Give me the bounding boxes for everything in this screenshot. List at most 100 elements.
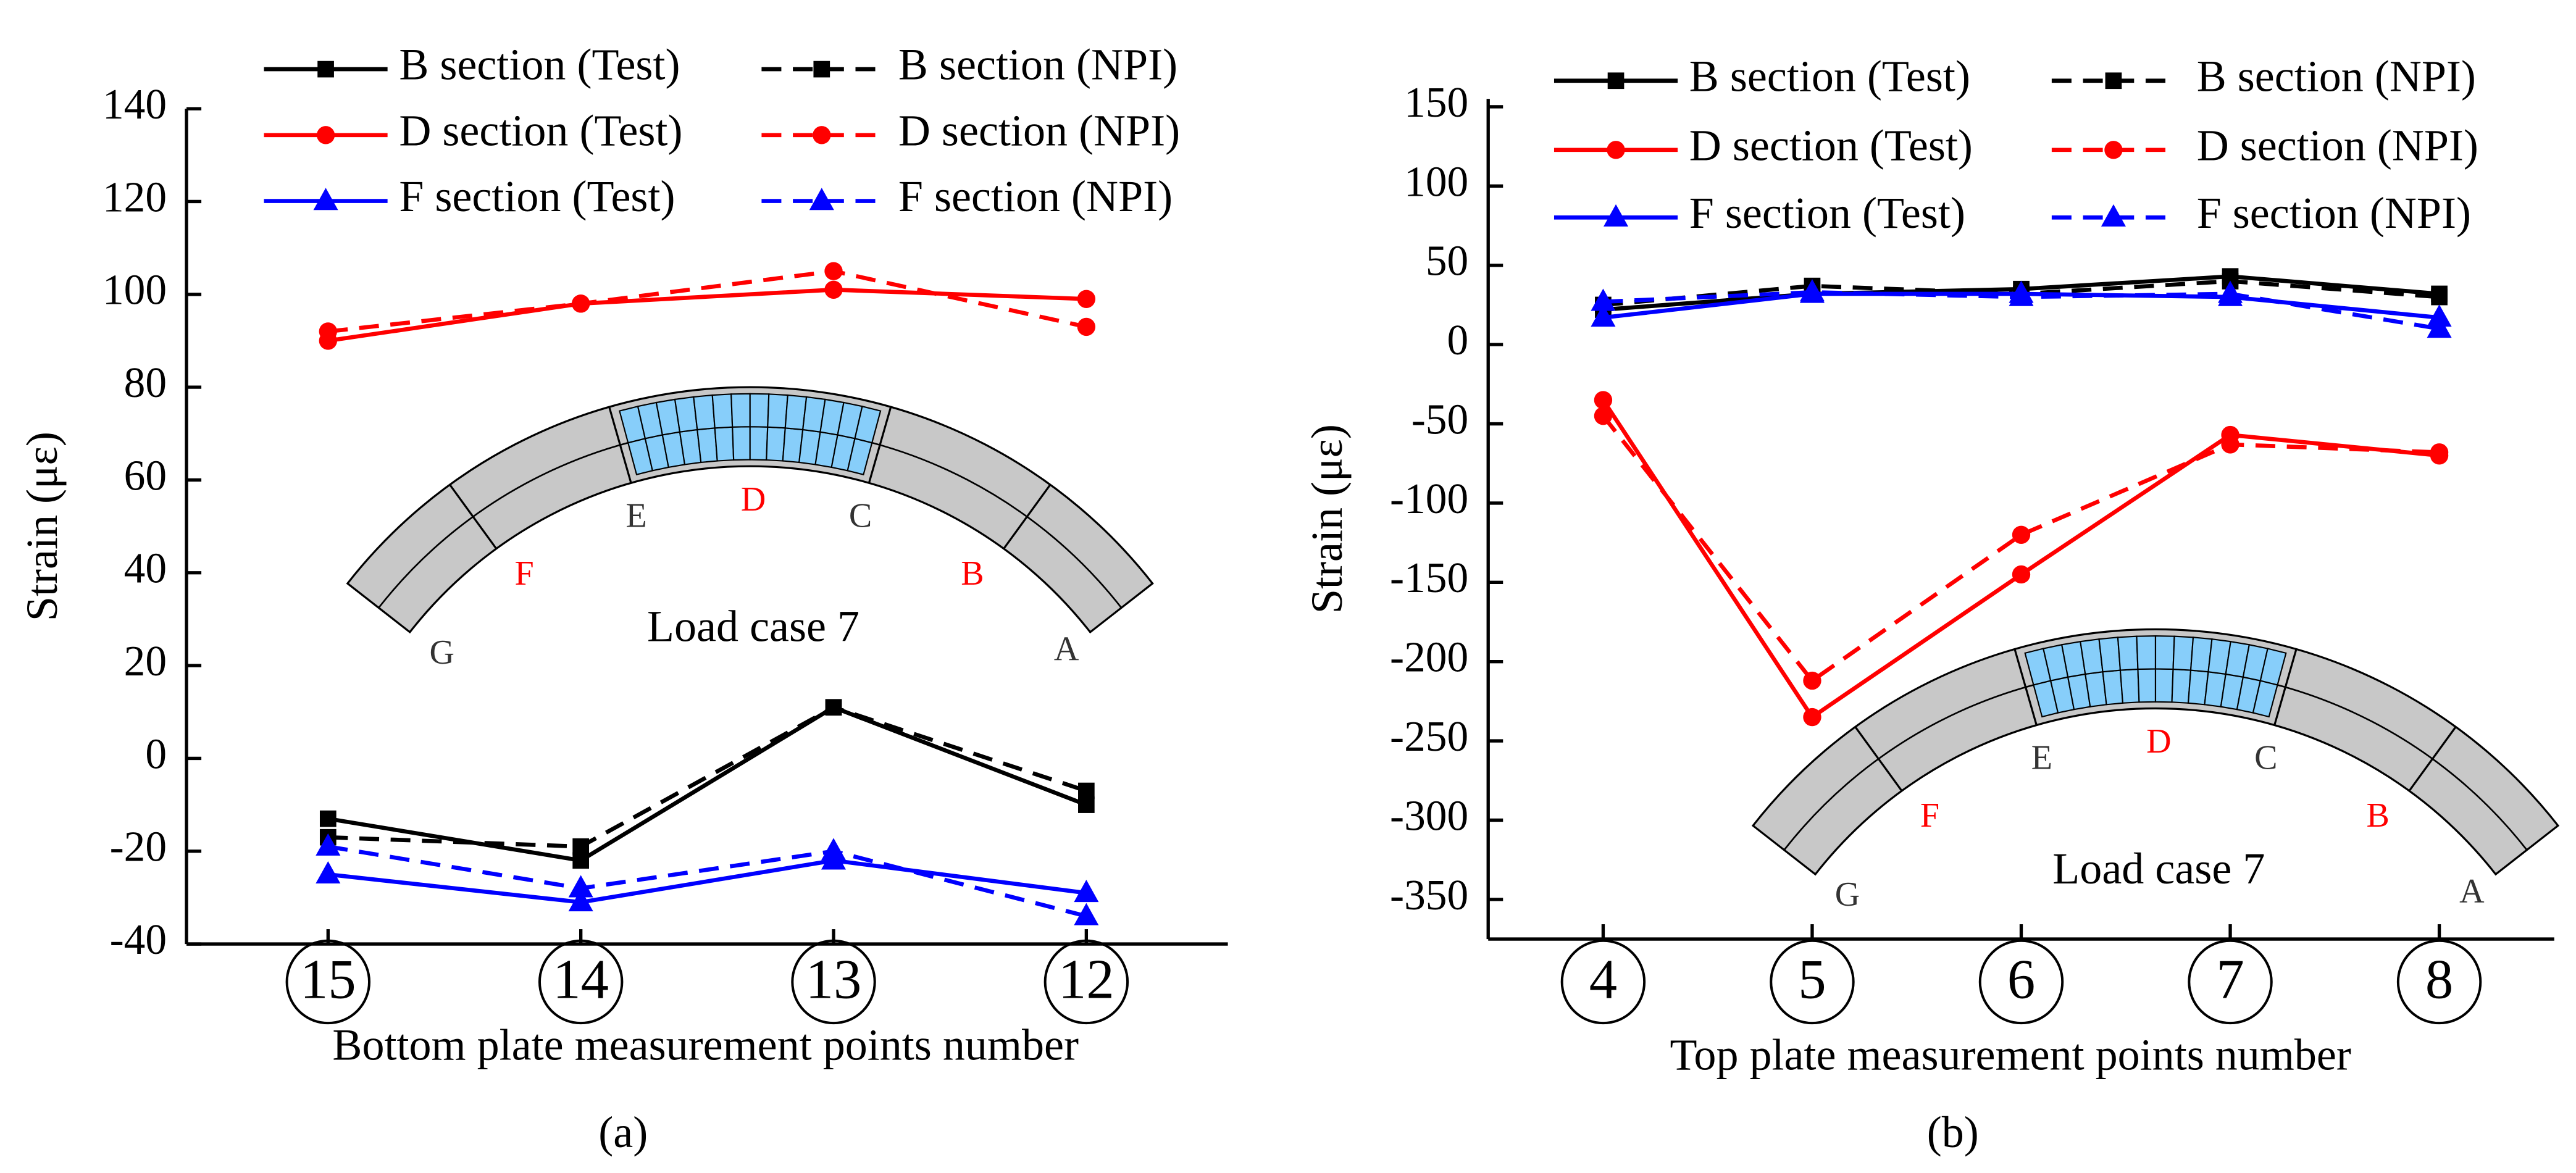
marker <box>2012 525 2031 544</box>
marker <box>316 126 335 144</box>
x-tick-circle <box>538 939 624 1025</box>
marker <box>2430 443 2449 462</box>
y-tick-label: 140 <box>102 81 167 128</box>
arch-block <box>766 426 786 462</box>
marker <box>813 126 831 144</box>
arch-block <box>2154 635 2175 670</box>
marker <box>1077 317 1096 336</box>
marker <box>1594 391 1613 409</box>
x-tick-circle <box>2396 939 2482 1025</box>
marker <box>2101 204 2126 227</box>
chart: G F E D C B A Load case 7 -350 -300 -250 -200 -150 -1… <box>1302 51 2560 1157</box>
x-tick-label: 5 <box>1798 948 1826 1011</box>
marker <box>2427 315 2452 338</box>
arch-divider <box>1003 484 1052 549</box>
marker <box>568 875 593 898</box>
inset-label: B <box>2367 796 2390 835</box>
subcaption: (a) <box>598 1108 648 1157</box>
marker <box>825 699 842 716</box>
marker <box>824 262 843 280</box>
marker <box>316 861 341 884</box>
marker <box>1078 796 1095 813</box>
arch-block <box>2137 668 2157 703</box>
arch-block <box>2117 635 2139 671</box>
arch-block <box>2102 669 2124 706</box>
inset-caption: Load case 7 <box>2052 844 2265 893</box>
marker <box>572 838 590 855</box>
inset-label: A <box>2459 872 2485 911</box>
legend-label: B section (NPI) <box>898 40 1177 90</box>
marker <box>2104 141 2123 159</box>
arch-block <box>693 394 716 431</box>
arch-block <box>2171 668 2192 704</box>
x-tick-label: 6 <box>2007 948 2035 1011</box>
x-tick-label: 4 <box>1589 948 1617 1011</box>
inset-label: C <box>2254 739 2277 777</box>
y-tick-label: -50 <box>1411 396 1468 443</box>
arch-block <box>2119 668 2140 704</box>
marker <box>1591 304 1616 327</box>
inset-label: C <box>849 496 872 535</box>
arch-block <box>767 393 788 429</box>
legend-label: B section (Test) <box>1689 51 1970 101</box>
y-tick-label: -20 <box>110 824 167 871</box>
y-tick-label: -300 <box>1390 792 1468 840</box>
arch <box>346 386 1154 634</box>
inset-label: G <box>429 633 454 672</box>
x-tick-circle <box>1978 939 2064 1025</box>
marker <box>1607 141 1625 159</box>
arch-divider <box>2014 648 2038 725</box>
arch-divider <box>608 406 632 483</box>
arch-divider <box>2408 726 2457 791</box>
series-line <box>327 269 1087 334</box>
x-tick-label: 13 <box>806 948 862 1011</box>
marker <box>813 61 830 78</box>
y-tick-label: 50 <box>1426 238 1468 285</box>
marker <box>568 889 593 912</box>
y-tick-label: -250 <box>1390 713 1468 761</box>
x-tick-circle <box>1043 939 1129 1025</box>
series-line <box>1601 414 2440 684</box>
marker <box>571 294 590 313</box>
marker <box>1604 204 1629 227</box>
arch-divider <box>1854 726 1903 791</box>
y-tick-label: 120 <box>102 173 167 221</box>
inset-label: F <box>1920 796 1939 835</box>
x-tick-circle <box>1770 939 1855 1025</box>
y-tick-label: 100 <box>102 267 167 314</box>
inset-label: E <box>2031 739 2052 777</box>
series-line <box>327 705 1087 863</box>
marker <box>1803 671 1821 690</box>
y-tick-label: -150 <box>1390 554 1468 602</box>
series-line <box>327 858 1087 904</box>
y-tick-label: 0 <box>1447 317 1469 364</box>
y-tick-label: -350 <box>1390 872 1468 919</box>
series-line <box>327 844 1087 919</box>
arch-divider <box>868 406 892 483</box>
y-tick-label: -40 <box>110 916 167 964</box>
inset-label: F <box>515 554 534 593</box>
marker <box>1077 290 1096 308</box>
y-tick-label: 80 <box>124 359 167 407</box>
legend-label: B section (NPI) <box>2197 51 2476 101</box>
marker <box>1594 407 1613 425</box>
y-tick-label: 100 <box>1404 158 1468 206</box>
x-axis-title: Top plate measurement points number <box>1670 1030 2351 1079</box>
inset-label: B <box>961 554 984 593</box>
arch-block <box>854 405 882 444</box>
arch-block <box>730 393 751 428</box>
marker <box>2431 288 2448 306</box>
marker <box>1799 279 1825 302</box>
arch-divider <box>2273 648 2298 725</box>
marker <box>572 852 590 869</box>
arch-divider <box>449 484 498 549</box>
x-tick-circle <box>791 939 876 1025</box>
marker <box>1591 288 1616 311</box>
arch-block <box>2154 668 2174 703</box>
y-tick-label: 40 <box>124 545 167 593</box>
marker <box>1803 708 1821 727</box>
legend-label: F section (NPI) <box>898 172 1173 221</box>
arch-block <box>2098 637 2122 673</box>
